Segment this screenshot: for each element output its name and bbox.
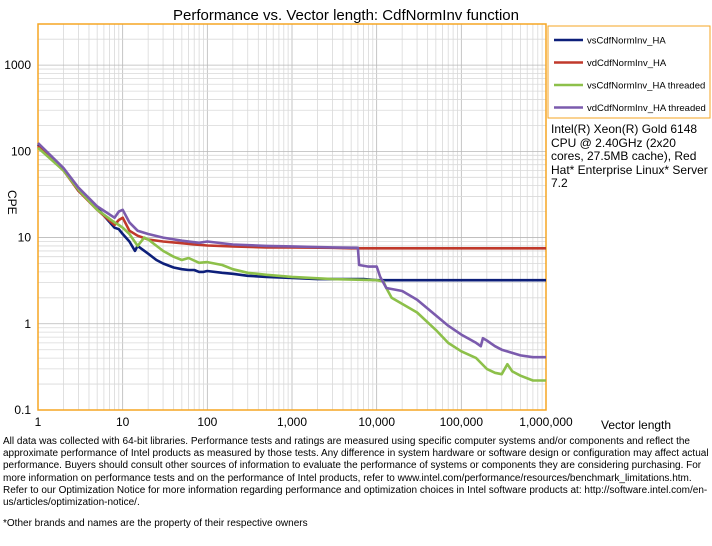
series-line-3 xyxy=(37,146,546,382)
performance-disclaimer: All data was collected with 64-bit libra… xyxy=(3,436,709,509)
legend-label: vsCdfNormInv_HA threaded xyxy=(587,81,705,92)
chart: Performance vs. Vector length: CdfNormIn… xyxy=(4,7,711,432)
legend-box xyxy=(547,25,711,119)
legend: vsCdfNormInv_HA vdCdfNormInv_HA vsCdfNormI… xyxy=(547,25,711,119)
plot-border xyxy=(37,23,547,411)
legend-label: vsCdfNormInv_HA xyxy=(587,36,666,47)
y-tick-label: 1 xyxy=(24,317,31,331)
legend-label: vdCdfNormInv_HA threaded xyxy=(587,103,706,114)
x-axis-label: Vector length xyxy=(601,418,671,432)
tick-labels: 1 10 100 1,000 10,000 100,000 1,000,000 0.1 1 10 1… xyxy=(4,58,573,429)
brands-footnote: *Other brands and names are the property… xyxy=(3,518,308,529)
y-tick-label: 0.1 xyxy=(14,403,31,417)
series-line-4 xyxy=(37,142,546,359)
legend-label: vdCdfNormInv_HA xyxy=(587,58,667,69)
y-tick-label: 10 xyxy=(18,231,32,245)
x-tick-label: 10,000 xyxy=(358,415,395,429)
y-tick-label: 100 xyxy=(11,144,31,158)
grid xyxy=(38,24,546,410)
cpu-configuration-note: Intel(R) Xeon(R) Gold 6148 CPU @ 2.40GHz… xyxy=(551,122,708,190)
chart-title: Performance vs. Vector length: CdfNormIn… xyxy=(173,7,519,24)
x-tick-label: 1,000,000 xyxy=(519,415,573,429)
y-axis-label: CPE xyxy=(5,190,19,215)
x-tick-label: 1 xyxy=(35,415,42,429)
x-tick-label: 100,000 xyxy=(440,415,484,429)
series-lines xyxy=(37,142,546,382)
x-tick-label: 100 xyxy=(197,415,217,429)
y-tick-label: 1000 xyxy=(4,58,31,72)
x-tick-label: 10 xyxy=(116,415,130,429)
x-tick-label: 1,000 xyxy=(277,415,307,429)
